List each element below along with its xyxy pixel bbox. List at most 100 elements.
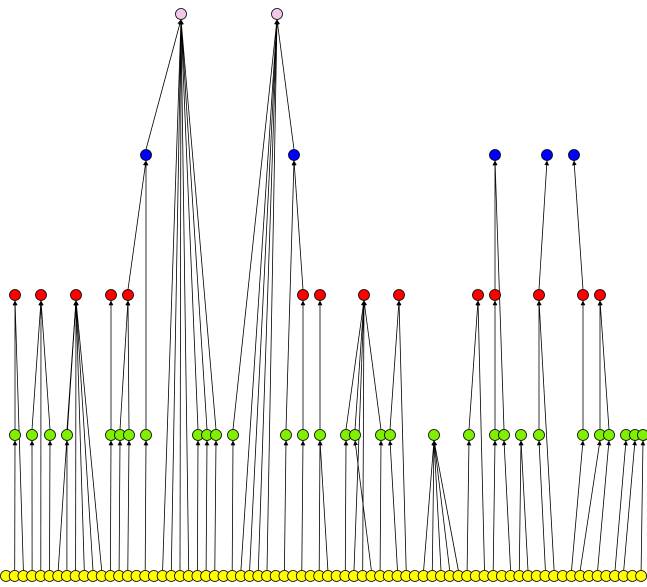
edge-arrow bbox=[257, 19, 280, 571]
node-level-3 bbox=[297, 429, 309, 441]
node-level-3 bbox=[227, 429, 239, 441]
node-level-2 bbox=[35, 289, 47, 301]
edge-arrow bbox=[317, 440, 323, 571]
edge-arrow bbox=[389, 300, 402, 430]
edge-arrow bbox=[285, 160, 297, 430]
edge-arrow bbox=[431, 440, 437, 571]
node-level-0 bbox=[271, 8, 283, 20]
edge-arrow bbox=[475, 300, 485, 571]
edge-arrow bbox=[178, 19, 190, 571]
node-level-3 bbox=[637, 429, 647, 441]
edge-arrow bbox=[492, 440, 498, 571]
node-level-4 bbox=[635, 570, 647, 582]
node-level-3 bbox=[533, 429, 545, 441]
edge-arrow bbox=[432, 440, 459, 571]
node-level-1 bbox=[489, 149, 501, 161]
edge-arrow bbox=[353, 440, 372, 571]
edge-arrow bbox=[501, 440, 511, 571]
edge-arrow bbox=[317, 440, 329, 571]
edge-arrow bbox=[571, 440, 585, 571]
edge-arrow bbox=[468, 300, 481, 430]
node-level-2 bbox=[594, 289, 606, 301]
node-level-2 bbox=[358, 289, 370, 301]
edge-arrow bbox=[31, 300, 44, 430]
node-level-2 bbox=[472, 289, 484, 301]
node-level-3 bbox=[26, 429, 38, 441]
node-level-3 bbox=[61, 429, 73, 441]
edge-arrow bbox=[162, 19, 184, 571]
edge-arrow bbox=[230, 440, 236, 571]
node-level-2 bbox=[577, 289, 589, 301]
edge-arrow bbox=[178, 19, 208, 430]
edge-arrow bbox=[213, 440, 219, 571]
edge-arrow bbox=[204, 440, 210, 571]
edge-arrow bbox=[119, 300, 131, 430]
edge-arrow bbox=[466, 440, 472, 571]
node-level-3 bbox=[314, 429, 326, 441]
edge-arrow bbox=[291, 160, 304, 290]
node-level-1 bbox=[140, 149, 152, 161]
node-level-3 bbox=[349, 429, 361, 441]
node-level-3 bbox=[428, 429, 440, 441]
edge-arrow bbox=[178, 19, 199, 430]
node-level-2 bbox=[533, 289, 545, 301]
edge-arrow bbox=[518, 440, 524, 571]
edge-arrow bbox=[232, 19, 279, 430]
edge-arrow bbox=[125, 300, 131, 430]
node-level-1 bbox=[568, 149, 580, 161]
edge-arrow bbox=[74, 300, 103, 571]
edge-arrow bbox=[361, 300, 367, 571]
node-level-1 bbox=[541, 149, 553, 161]
edge-arrow bbox=[283, 440, 289, 571]
node-level-2 bbox=[9, 289, 21, 301]
edge-arrow bbox=[38, 300, 51, 430]
node-level-2 bbox=[70, 289, 82, 301]
node-level-3 bbox=[123, 429, 135, 441]
node-level-3 bbox=[463, 429, 475, 441]
edge-arrow bbox=[66, 300, 79, 430]
edge-arrow bbox=[126, 440, 132, 571]
node-level-3 bbox=[384, 429, 396, 441]
edge-arrow bbox=[127, 160, 148, 290]
node-level-0 bbox=[175, 8, 187, 20]
edge-arrow bbox=[354, 300, 367, 430]
edge-arrow bbox=[640, 440, 646, 571]
edge-arrow bbox=[266, 19, 280, 571]
edge-arrow bbox=[432, 440, 451, 571]
edge-arrow bbox=[538, 160, 550, 290]
node-level-2 bbox=[105, 289, 117, 301]
edge-arrow bbox=[623, 440, 637, 571]
node-level-2 bbox=[122, 289, 134, 301]
edge-arrow bbox=[117, 440, 123, 571]
node-level-2 bbox=[314, 289, 326, 301]
edge-arrow bbox=[362, 300, 382, 430]
edge-arrow bbox=[378, 440, 384, 571]
node-level-2 bbox=[297, 289, 309, 301]
edge-arrow bbox=[73, 300, 94, 571]
edge-arrow bbox=[571, 160, 584, 290]
edge-arrow bbox=[387, 440, 398, 571]
edge-arrow bbox=[195, 440, 201, 571]
node-level-3 bbox=[210, 429, 222, 441]
edge-arrow bbox=[597, 300, 610, 430]
edge-arrow bbox=[275, 19, 295, 150]
edges-layer bbox=[12, 19, 646, 571]
node-level-3 bbox=[44, 429, 56, 441]
node-level-1 bbox=[288, 149, 300, 161]
edge-arrow bbox=[536, 300, 555, 571]
edge-arrow bbox=[249, 19, 280, 571]
edge-arrow bbox=[343, 440, 349, 571]
edge-arrow bbox=[431, 440, 442, 571]
node-level-2 bbox=[489, 289, 501, 301]
edge-arrow bbox=[47, 440, 53, 571]
edge-arrow bbox=[614, 440, 628, 571]
node-level-3 bbox=[603, 429, 615, 441]
node-level-3 bbox=[515, 429, 527, 441]
edge-arrow bbox=[73, 300, 85, 571]
edge-arrow bbox=[178, 19, 184, 571]
node-level-3 bbox=[577, 429, 589, 441]
node-level-3 bbox=[9, 429, 21, 441]
edge-arrow bbox=[396, 300, 407, 571]
edge-arrow bbox=[518, 440, 529, 571]
